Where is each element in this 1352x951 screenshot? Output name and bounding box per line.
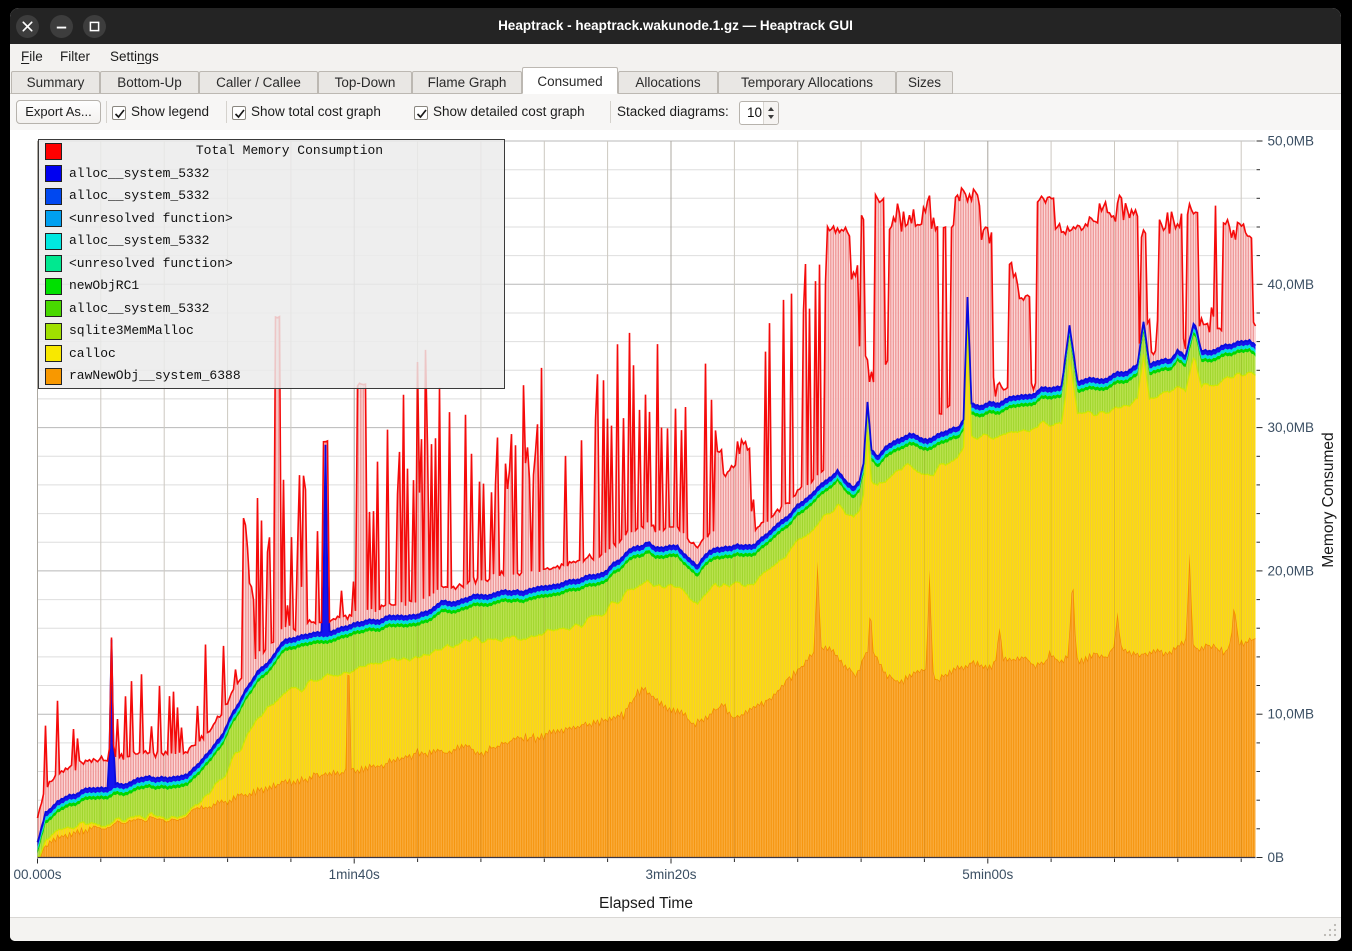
svg-text:00.000s: 00.000s bbox=[13, 867, 61, 882]
svg-text:50,0MB: 50,0MB bbox=[1268, 134, 1315, 149]
svg-text:10,0MB: 10,0MB bbox=[1268, 707, 1315, 722]
svg-text:Memory Consumed: Memory Consumed bbox=[1320, 432, 1337, 567]
svg-text:0B: 0B bbox=[1268, 850, 1285, 865]
svg-text:1min40s: 1min40s bbox=[329, 867, 380, 882]
svg-text:3min20s: 3min20s bbox=[645, 867, 696, 882]
svg-text:40,0MB: 40,0MB bbox=[1268, 277, 1315, 292]
svg-text:30,0MB: 30,0MB bbox=[1268, 420, 1315, 435]
svg-text:20,0MB: 20,0MB bbox=[1268, 563, 1315, 578]
svg-text:Elapsed Time: Elapsed Time bbox=[599, 895, 693, 912]
svg-text:5min00s: 5min00s bbox=[962, 867, 1013, 882]
